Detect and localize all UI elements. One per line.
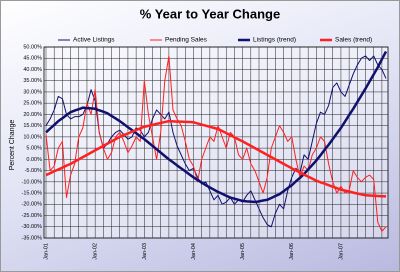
y-tick-label: 5.00%: [26, 146, 42, 152]
legend-label: Listings (trend): [253, 37, 296, 44]
y-tick-label: -35.00%: [22, 235, 43, 241]
series-line: [45, 119, 387, 198]
y-tick-label: 45.00%: [23, 56, 42, 62]
x-tick-label: Jan-02: [93, 243, 99, 260]
x-tick-label: Jan-04: [191, 243, 197, 260]
legend-label: Active Listings: [73, 37, 115, 44]
x-tick-label: Jan-01: [43, 243, 49, 260]
y-tick-label: -25.00%: [22, 213, 43, 219]
legend-label: Sales (trend): [335, 37, 372, 44]
y-tick-label: 10.00%: [23, 134, 42, 140]
y-tick-label: 20.00%: [23, 112, 42, 118]
y-tick-label: 50.00%: [23, 44, 42, 50]
y-tick-label: 35.00%: [23, 78, 42, 84]
y-tick-label: 30.00%: [23, 89, 42, 95]
plot-area: [43, 46, 389, 239]
x-tick-label: Jan-06: [289, 243, 295, 260]
y-tick-label: -5.00%: [25, 168, 43, 174]
legend-label: Pending Sales: [165, 37, 208, 44]
x-tick-label: Jan-03: [142, 243, 148, 260]
y-tick-label: 25.00%: [23, 101, 42, 107]
y-tick-label: -10.00%: [22, 179, 43, 185]
y-axis-label: Percent Change: [9, 120, 16, 171]
series-line: [45, 50, 388, 204]
y-tick-label: 40.00%: [23, 67, 42, 73]
y-tick-label: -30.00%: [22, 224, 43, 230]
y-tick-label: -15.00%: [22, 191, 43, 197]
y-tick-label: 0.00%: [26, 157, 42, 163]
y-tick-label: 15.00%: [23, 123, 42, 129]
x-tick-label: Jan-07: [338, 243, 344, 260]
y-tick-label: -20.00%: [22, 202, 43, 208]
x-tick-label: Jan-05: [240, 243, 246, 260]
chart-title: % Year to Year Change: [140, 6, 280, 21]
